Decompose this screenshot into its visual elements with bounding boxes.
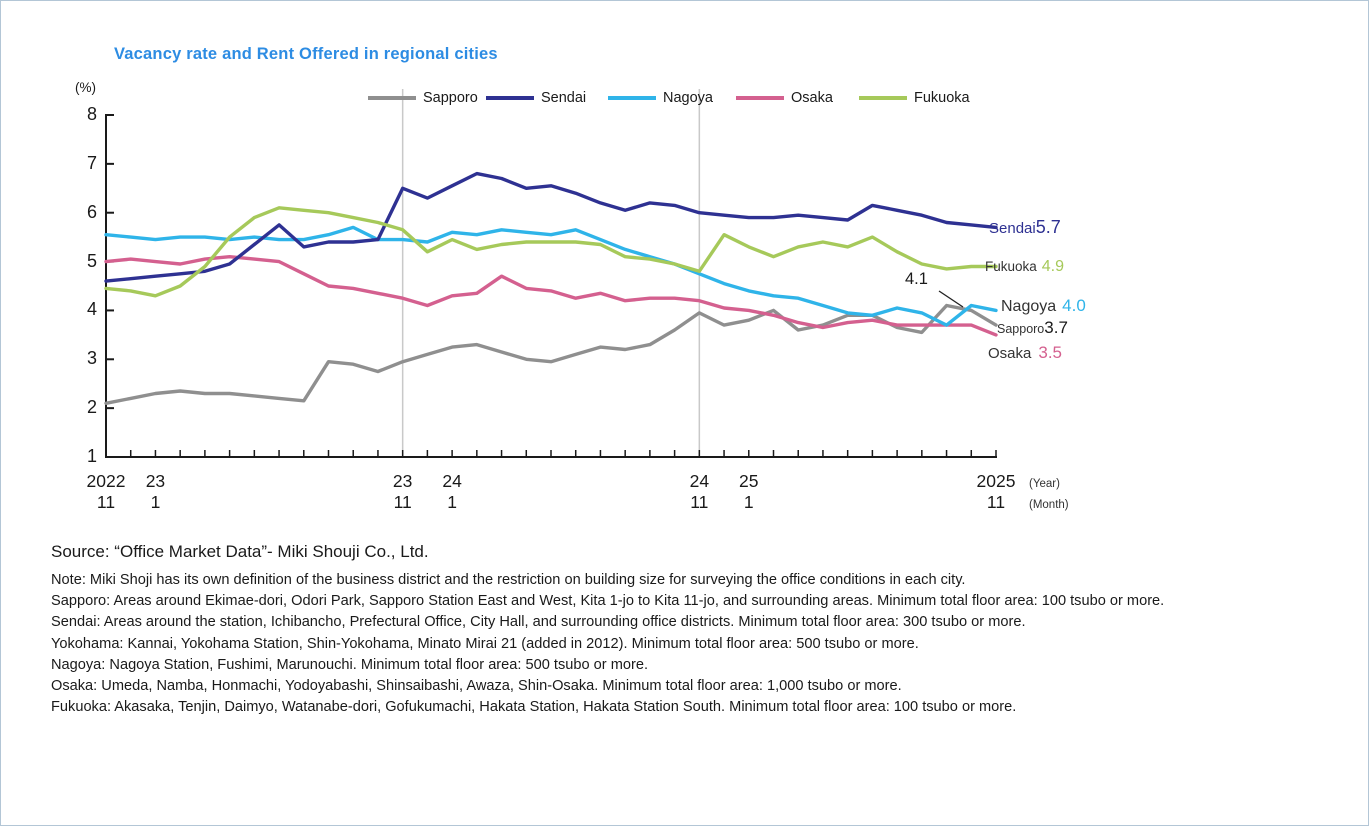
x-label-year: 2025 <box>976 471 1016 491</box>
series-line-fukuoka <box>104 206 998 298</box>
series-line-nagoya <box>104 225 998 327</box>
y-label-2: 2 <box>86 397 97 418</box>
end-label-value: 4.9 <box>1041 258 1065 275</box>
x-axis-year-unit: (Year) <box>1029 478 1060 490</box>
y-label-4: 4 <box>86 299 97 320</box>
series-line-osaka <box>104 254 998 337</box>
legend-swatch-nagoya <box>608 96 656 100</box>
legend-label: Osaka <box>791 90 833 106</box>
y-label-5: 5 <box>86 250 97 271</box>
peak-value-annotation: 4.1 <box>905 270 928 288</box>
legend-item-fukuoka: Fukuoka <box>859 89 970 107</box>
legend-item-osaka: Osaka <box>736 89 833 107</box>
chart-title: Vacancy rate and Rent Offered in regiona… <box>114 45 498 63</box>
end-label-name: Nagoya <box>1001 298 1057 315</box>
end-label-sendai: Sendai5.7 <box>989 217 1061 238</box>
x-axis-month-unit: (Month) <box>1029 499 1069 511</box>
x-label-24-1: 24 1 <box>420 471 484 513</box>
x-label-month: 11 <box>690 492 709 512</box>
notes-block: Note: Miki Shoji has its own definition … <box>51 570 1164 718</box>
note-line-4: Yokohama: Kannai, Yokohama Station, Shin… <box>51 635 919 652</box>
series-line-sendai <box>104 171 998 283</box>
y-axis-unit-label: (%) <box>75 80 96 95</box>
x-label-year: 24 <box>689 471 710 491</box>
end-label-name: Osaka <box>988 345 1032 362</box>
end-label-nagoya: Nagoya 4.0 <box>1001 296 1086 316</box>
x-label-year: 23 <box>145 471 166 491</box>
legend-swatch-osaka <box>736 96 784 100</box>
x-label-year: 23 <box>392 471 413 491</box>
legend-label: Fukuoka <box>914 90 970 106</box>
end-label-name: Sapporo <box>997 322 1045 336</box>
x-label-23-11: 23 11 <box>371 471 435 513</box>
legend-item-sapporo: Sapporo <box>368 89 478 107</box>
x-label-month: 11 <box>393 492 412 512</box>
y-label-6: 6 <box>86 201 97 222</box>
x-label-year: 24 <box>442 471 462 491</box>
y-label-8: 8 <box>86 104 97 124</box>
x-label-24-11: 24 11 <box>667 471 731 513</box>
source-line: Source: “Office Market Data”- Miki Shouj… <box>51 542 429 561</box>
end-label-name: Sendai <box>989 220 1036 237</box>
x-label-year: 2022 <box>86 471 126 491</box>
end-label-osaka: Osaka 3.5 <box>988 343 1062 363</box>
note-line-5: Nagoya: Nagoya Station, Fushimi, Marunou… <box>51 656 649 673</box>
end-label-fukuoka: Fukuoka 4.9 <box>985 258 1064 276</box>
y-label-3: 3 <box>86 348 97 369</box>
x-label-month: 11 <box>986 492 1006 512</box>
end-label-value: 4.0 <box>1062 296 1086 315</box>
note-line-7: Fukuoka: Akasaka, Tenjin, Daimyo, Watana… <box>51 699 1017 716</box>
x-label-month: 1 <box>447 492 457 512</box>
note-line-2: Sapporo: Areas around Ekimae-dori, Odori… <box>51 593 1165 610</box>
end-label-value: 5.7 <box>1035 217 1061 237</box>
x-label-month: 1 <box>743 492 754 512</box>
note-line-1: Note: Miki Shoji has its own definition … <box>51 572 966 588</box>
x-label-23-1: 23 1 <box>123 471 187 513</box>
legend-swatch-sapporo <box>368 96 416 100</box>
legend-label: Nagoya <box>663 90 713 106</box>
series-line-sapporo <box>104 303 998 405</box>
x-label-month: 11 <box>96 492 116 512</box>
end-label-name: Fukuoka <box>985 259 1037 274</box>
annotation-leader-line <box>938 290 964 308</box>
x-label-25-1: 25 1 <box>717 471 781 513</box>
legend-label: Sapporo <box>423 90 478 106</box>
legend-swatch-fukuoka <box>859 96 907 100</box>
y-label-7: 7 <box>86 152 97 173</box>
legend-label: Sendai <box>541 90 587 106</box>
x-label-month: 1 <box>150 492 161 512</box>
legend-item-nagoya: Nagoya <box>608 89 713 107</box>
x-label-2022-11: 2022 11 <box>74 471 138 513</box>
note-line-3: Sendai: Areas around the station, Ichiba… <box>51 614 1026 631</box>
note-line-6: Osaka: Umeda, Namba, Honmachi, Yodoyabas… <box>51 678 902 695</box>
legend-item-sendai: Sendai <box>486 89 586 107</box>
end-label-sapporo: Sapporo3.7 <box>997 318 1068 338</box>
x-label-year: 25 <box>739 471 759 491</box>
x-label-2025-11: 2025 11 <box>964 471 1028 513</box>
end-label-value: 3.7 <box>1044 318 1068 337</box>
y-label-1: 1 <box>86 446 97 466</box>
end-label-value: 3.5 <box>1038 343 1062 362</box>
legend-swatch-sendai <box>486 96 534 100</box>
